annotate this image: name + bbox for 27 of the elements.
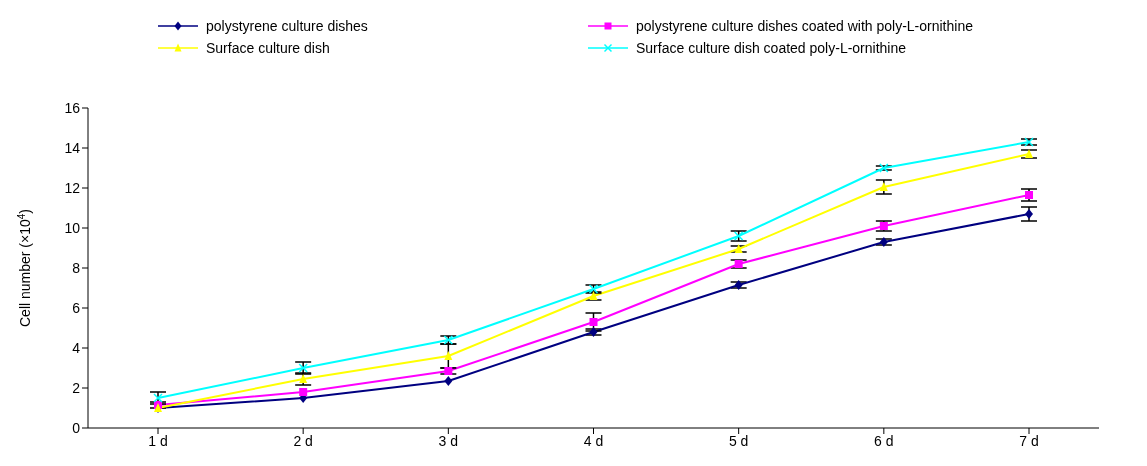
point bbox=[589, 318, 598, 326]
y-tick-label: 2 bbox=[72, 379, 81, 396]
point bbox=[879, 222, 888, 230]
y-tick-label: 14 bbox=[64, 139, 81, 156]
point bbox=[879, 237, 888, 247]
legend-label: polystyrene culture dishes coated with poly-L-ornithine bbox=[636, 18, 973, 34]
legend-label: polystyrene culture dishes bbox=[206, 18, 368, 34]
point bbox=[299, 388, 308, 396]
point bbox=[444, 351, 453, 360]
x-tick-label: 4 d bbox=[583, 432, 604, 449]
y-tick-label: 4 bbox=[72, 339, 81, 356]
x-tick-label: 5 d bbox=[728, 432, 749, 449]
y-tick-label: 0 bbox=[72, 419, 81, 436]
x-tick-label: 1 d bbox=[148, 432, 168, 449]
legend-label: Surface culture dish coated poly-L-ornithine bbox=[636, 40, 907, 56]
x-tick-label: 6 d bbox=[874, 432, 894, 449]
x-tick-label: 7 d bbox=[1019, 432, 1039, 449]
y-tick-label: 10 bbox=[64, 219, 81, 236]
legend-label: Surface culture dish bbox=[206, 40, 330, 56]
y-tick-label: 8 bbox=[72, 259, 81, 276]
y-tick-label: 6 bbox=[72, 299, 81, 316]
y-tick-label: 12 bbox=[64, 179, 81, 196]
point bbox=[444, 376, 453, 386]
x-tick-label: 2 d bbox=[293, 432, 313, 449]
point bbox=[879, 182, 888, 191]
x-tick-label: 3 d bbox=[438, 432, 459, 449]
y-tick-label: 16 bbox=[64, 99, 81, 116]
